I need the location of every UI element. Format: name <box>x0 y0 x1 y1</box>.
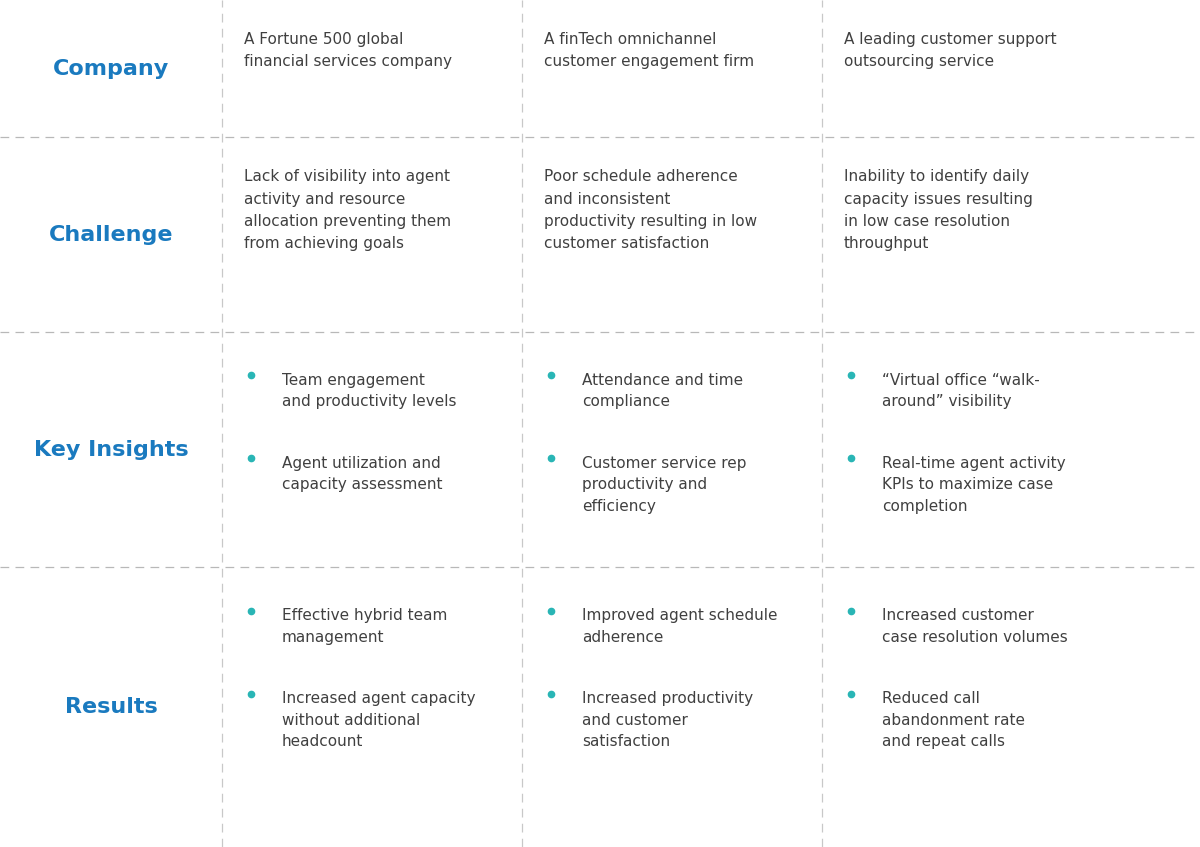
Text: Attendance and time
compliance: Attendance and time compliance <box>582 373 743 409</box>
Text: Effective hybrid team
management: Effective hybrid team management <box>282 608 448 645</box>
Text: A Fortune 500 global
financial services company: A Fortune 500 global financial services … <box>244 32 451 69</box>
Text: Agent utilization and
capacity assessment: Agent utilization and capacity assessmen… <box>282 456 443 492</box>
Text: Increased productivity
and customer
satisfaction: Increased productivity and customer sati… <box>582 691 754 750</box>
Text: Customer service rep
productivity and
efficiency: Customer service rep productivity and ef… <box>582 456 746 514</box>
Text: Inability to identify daily
capacity issues resulting
in low case resolution
thr: Inability to identify daily capacity iss… <box>844 169 1032 251</box>
Text: Improved agent schedule
adherence: Improved agent schedule adherence <box>582 608 778 645</box>
Text: Key Insights: Key Insights <box>34 440 188 460</box>
Text: Poor schedule adherence
and inconsistent
productivity resulting in low
customer : Poor schedule adherence and inconsistent… <box>544 169 757 251</box>
Text: Increased customer
case resolution volumes: Increased customer case resolution volum… <box>882 608 1068 645</box>
Text: Results: Results <box>65 697 157 717</box>
Text: Company: Company <box>53 58 169 79</box>
Text: A leading customer support
outsourcing service: A leading customer support outsourcing s… <box>844 32 1056 69</box>
Text: Team engagement
and productivity levels: Team engagement and productivity levels <box>282 373 456 409</box>
Text: “Virtual office “walk-
around” visibility: “Virtual office “walk- around” visibilit… <box>882 373 1039 409</box>
Text: Real-time agent activity
KPIs to maximize case
completion: Real-time agent activity KPIs to maximiz… <box>882 456 1066 514</box>
Text: Reduced call
abandonment rate
and repeat calls: Reduced call abandonment rate and repeat… <box>882 691 1025 750</box>
Text: Increased agent capacity
without additional
headcount: Increased agent capacity without additio… <box>282 691 475 750</box>
Text: Lack of visibility into agent
activity and resource
allocation preventing them
f: Lack of visibility into agent activity a… <box>244 169 451 251</box>
Text: A finTech omnichannel
customer engagement firm: A finTech omnichannel customer engagemen… <box>544 32 754 69</box>
Text: Challenge: Challenge <box>49 224 173 245</box>
